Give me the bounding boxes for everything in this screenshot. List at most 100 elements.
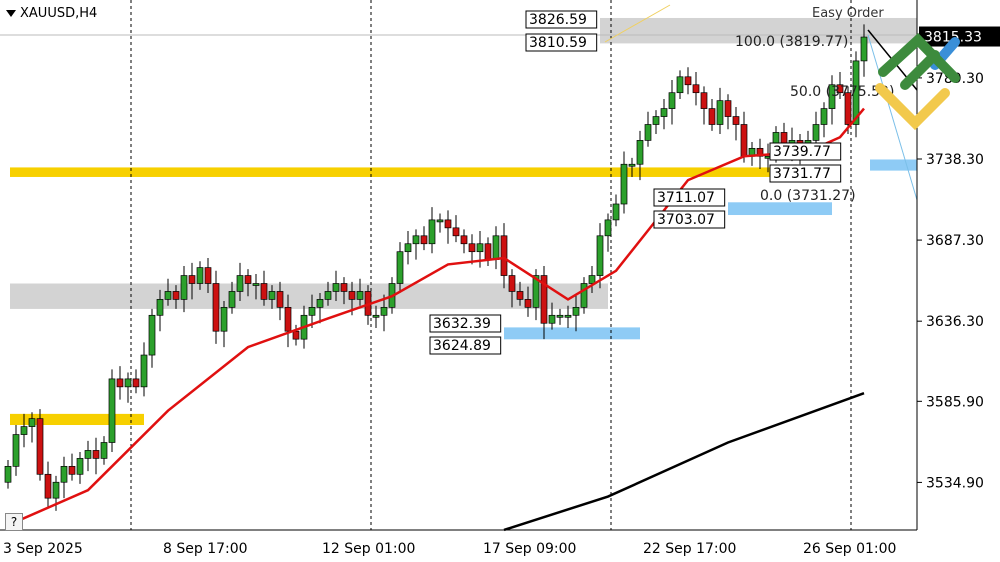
candle-body (660, 108, 668, 117)
zone-yellow (10, 167, 792, 177)
candle (668, 79, 676, 125)
easy-order-label[interactable]: Easy Order (812, 6, 884, 21)
candle-body (68, 465, 76, 475)
candle (68, 453, 76, 481)
candle (60, 456, 68, 499)
candle-body (212, 283, 220, 332)
chart-title[interactable]: XAUUSD,H4 (6, 6, 97, 21)
candle-body (284, 306, 292, 332)
candle-body (588, 275, 596, 284)
help-button[interactable]: ? (5, 513, 23, 531)
label-box (525, 10, 598, 29)
fib-trendline-blue (867, 34, 918, 201)
x-tick-label: 8 Sep 17:00 (163, 541, 248, 557)
zone-blue (870, 159, 917, 171)
candle-body (676, 76, 684, 94)
candle (564, 305, 572, 329)
candle (220, 300, 228, 348)
candle-body (132, 378, 140, 388)
label-text: 3731.77 (773, 166, 831, 182)
moving-average-slow (503, 392, 865, 532)
price-label: 3810.59 (525, 33, 598, 52)
candle (524, 286, 532, 317)
candle-body (636, 140, 644, 165)
candle-body (436, 219, 444, 223)
candle (212, 270, 220, 344)
candle-body (828, 84, 836, 109)
zone-blue (728, 202, 832, 216)
dropdown-triangle-icon[interactable] (6, 10, 16, 17)
candle-body (596, 235, 604, 276)
candle (620, 151, 628, 214)
candle-body (20, 426, 28, 435)
candle-body (684, 76, 692, 86)
candle (828, 75, 836, 125)
candle-body (124, 378, 132, 388)
candle (76, 452, 84, 484)
candle-body (204, 267, 212, 284)
label-text: 3826.59 (529, 12, 587, 28)
candle (580, 277, 588, 314)
candle-body (564, 314, 572, 318)
candle-body (188, 275, 196, 284)
candle-body (220, 306, 228, 332)
candle-body (572, 306, 580, 316)
fib-level-label: 0.0 (3731.27) (760, 188, 856, 204)
candle (628, 157, 636, 177)
candle (732, 107, 740, 141)
candle-body (268, 291, 276, 300)
candle (244, 269, 252, 297)
price-label: 3826.59 (525, 10, 598, 29)
candle-body (340, 283, 348, 292)
x-tick-label: 3 Sep 2025 (3, 541, 83, 557)
candle-body (484, 243, 492, 260)
candle (820, 102, 828, 138)
candle (188, 262, 196, 300)
label-box (525, 33, 598, 52)
candle-body (692, 84, 700, 94)
candle (460, 229, 468, 254)
candle-body (276, 291, 284, 308)
candle-body (44, 473, 52, 499)
candle-body (164, 291, 172, 300)
candle-body (244, 275, 252, 284)
candle (644, 111, 652, 147)
candle-body (452, 227, 460, 237)
candle-body (372, 314, 380, 318)
price-label: 3711.07 (653, 188, 726, 207)
candle (716, 87, 724, 135)
candle (452, 215, 460, 243)
candle (20, 413, 28, 448)
candle (148, 308, 156, 368)
candle-body (292, 330, 300, 340)
candle (692, 72, 700, 106)
label-box (429, 314, 502, 333)
candle-body (356, 291, 364, 300)
candle (508, 269, 516, 308)
candle (268, 285, 276, 309)
candle-body (316, 299, 324, 308)
candle-body (332, 283, 340, 292)
label-text: 3711.07 (657, 190, 715, 206)
candle-body (380, 306, 388, 316)
candle (204, 258, 212, 294)
candle-body (116, 378, 124, 388)
candle (108, 369, 116, 453)
candle-body (36, 418, 44, 475)
fib-level-label: 50.0 (3775.52) (790, 84, 894, 100)
candle-body (396, 251, 404, 284)
candle-body (732, 116, 740, 125)
candle (548, 302, 556, 330)
candle-body (516, 291, 524, 300)
candle (444, 210, 452, 244)
candle-body (668, 92, 676, 109)
candle (332, 270, 340, 301)
y-tick-label: 3534.90 (926, 475, 984, 491)
candle (636, 130, 644, 181)
candle (236, 262, 244, 301)
candle (372, 305, 380, 329)
candle-body (620, 163, 628, 205)
candle (604, 213, 612, 252)
